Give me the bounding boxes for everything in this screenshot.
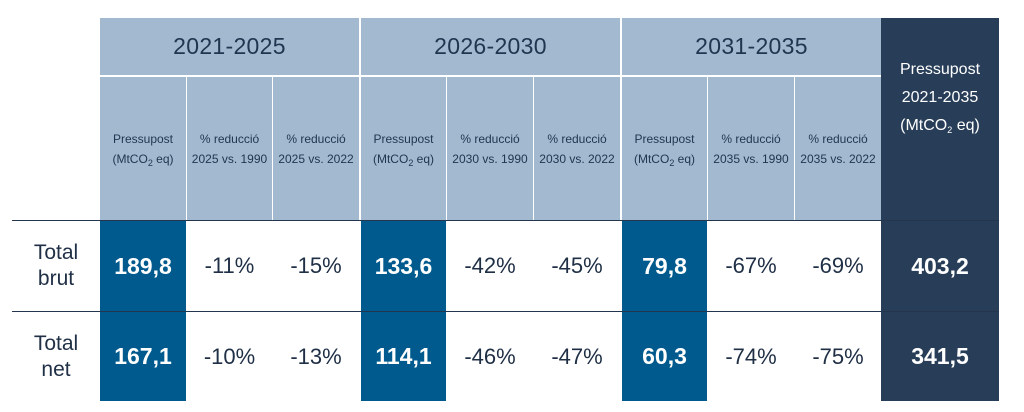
reduction-reference: 2025 vs. 2022 bbox=[278, 152, 354, 166]
column-divider bbox=[186, 77, 187, 220]
column-divider bbox=[707, 77, 708, 220]
row-label-line2: brut bbox=[37, 267, 75, 290]
period-header: 2026-2030 bbox=[434, 33, 547, 59]
budget-value: 114,1 bbox=[375, 343, 432, 369]
reduction-column-header: % reducció 2025 vs. 2022 bbox=[273, 77, 359, 220]
budget-unit: (MtCO bbox=[372, 152, 409, 166]
column-divider bbox=[794, 77, 795, 220]
budget-column-fill bbox=[361, 220, 446, 401]
reduction-label: % reducció bbox=[460, 132, 520, 146]
budget-unit-suffix: eq) bbox=[413, 152, 435, 166]
column-divider bbox=[446, 77, 447, 220]
budget-unit: (MtCO bbox=[112, 152, 148, 166]
row-label: Total net bbox=[12, 312, 100, 401]
reduction-column-header: % reducció 2035 vs. 1990 bbox=[708, 77, 794, 220]
reduction-value: -13% bbox=[290, 343, 342, 369]
budget-unit: (MtCO bbox=[633, 152, 670, 166]
reduction-label: % reducció bbox=[199, 132, 260, 146]
total-budget-header: Pressupost 2021-2035 (MtCO2 eq) bbox=[881, 18, 999, 220]
reduction-value: -45% bbox=[551, 253, 603, 278]
reduction-value: -75% bbox=[812, 343, 864, 369]
column-divider bbox=[272, 77, 273, 220]
header-divider bbox=[100, 75, 881, 77]
budget-column-header: Pressupost (MtCO2 eq) bbox=[622, 77, 707, 220]
reduction-reference: 2035 vs. 2022 bbox=[800, 152, 876, 166]
reduction-label: % reducció bbox=[721, 132, 781, 146]
unit-subscript: 2 bbox=[408, 158, 414, 168]
reduction-reference: 2025 vs. 1990 bbox=[191, 152, 268, 166]
reduction-value: -15% bbox=[290, 253, 342, 278]
row-label-line2: net bbox=[41, 357, 71, 381]
total-header-line1: Pressupost bbox=[899, 61, 981, 78]
budget-unit-suffix: eq) bbox=[152, 152, 174, 166]
period-divider bbox=[620, 18, 622, 220]
reduction-column-header: % reducció 2025 vs. 1990 bbox=[187, 77, 272, 220]
reduction-reference: 2030 vs. 1990 bbox=[452, 152, 528, 166]
budget-column-header: Pressupost (MtCO2 eq) bbox=[100, 77, 186, 220]
reduction-value: -46% bbox=[464, 343, 516, 369]
budget-label: Pressupost bbox=[634, 132, 695, 146]
total-header-unit: (MtCO bbox=[900, 117, 948, 134]
budget-column-fill bbox=[622, 220, 707, 401]
period-divider bbox=[359, 18, 361, 220]
reduction-column-header: % reducció 2030 vs. 1990 bbox=[447, 77, 533, 220]
budget-value: 167,1 bbox=[114, 343, 172, 369]
row-label-line1: Total bbox=[33, 241, 79, 264]
budget-value: 60,3 bbox=[642, 343, 687, 369]
row-separator bbox=[12, 311, 999, 312]
budget-value: 133,6 bbox=[374, 252, 433, 279]
header-background bbox=[100, 18, 881, 220]
period-header: 2031-2035 bbox=[695, 33, 808, 59]
reduction-value: -69% bbox=[812, 253, 864, 278]
reduction-column-header: % reducció 2035 vs. 2022 bbox=[795, 77, 881, 220]
total-header-unit-suffix: eq) bbox=[952, 117, 980, 134]
reduction-value: -47% bbox=[551, 343, 603, 369]
budget-label: Pressupost bbox=[373, 132, 434, 146]
budget-value: 189,8 bbox=[114, 252, 172, 279]
row-label-line1: Total bbox=[33, 331, 79, 355]
budget-column-fill bbox=[100, 220, 186, 401]
reduction-column-header: % reducció 2030 vs. 2022 bbox=[534, 77, 620, 220]
row-label: Total brut bbox=[12, 221, 100, 311]
reduction-reference: 2035 vs. 1990 bbox=[713, 152, 789, 166]
unit-subscript: 2 bbox=[947, 125, 953, 135]
reduction-value: -74% bbox=[725, 343, 777, 369]
total-budget-value: 403,2 bbox=[911, 252, 969, 279]
reduction-value: -11% bbox=[204, 253, 255, 278]
reduction-label: % reducció bbox=[808, 132, 868, 146]
reduction-value: -42% bbox=[464, 253, 516, 278]
reduction-label: % reducció bbox=[286, 132, 346, 146]
reduction-value: -67% bbox=[725, 253, 777, 278]
budget-unit-suffix: eq) bbox=[674, 152, 696, 166]
reduction-label: % reducció bbox=[547, 132, 607, 146]
budget-value: 79,8 bbox=[642, 252, 687, 279]
unit-subscript: 2 bbox=[147, 158, 153, 168]
column-divider bbox=[533, 77, 534, 220]
budget-label: Pressupost bbox=[112, 132, 174, 146]
total-budget-value: 341,5 bbox=[911, 343, 969, 369]
row-separator bbox=[12, 220, 999, 221]
unit-subscript: 2 bbox=[669, 158, 675, 168]
reduction-reference: 2030 vs. 2022 bbox=[539, 152, 615, 166]
total-header-period: 2021-2035 bbox=[901, 89, 979, 106]
budget-column-header: Pressupost (MtCO2 eq) bbox=[361, 77, 446, 220]
period-header: 2021-2025 bbox=[173, 33, 286, 59]
reduction-value: -10% bbox=[203, 343, 256, 369]
